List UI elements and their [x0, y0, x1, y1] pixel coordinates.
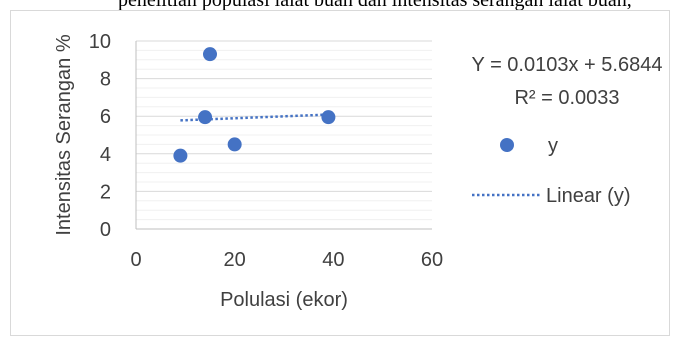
trendline-equation: Y = 0.0103x + 5.6844	[472, 54, 663, 76]
legend: y Linear (y)	[472, 135, 630, 207]
x-tick-label: 20	[224, 249, 246, 271]
axes	[135, 41, 432, 230]
tick-labels: 0 2 4 6 8 10 0 20 40 60	[89, 31, 443, 271]
data-point	[227, 137, 242, 152]
y-tick-label: 2	[100, 181, 111, 203]
y-tick-label: 8	[100, 69, 111, 91]
data-point	[173, 148, 188, 163]
x-axis-label: Polulasi (ekor)	[220, 289, 348, 311]
x-tick-label: 0	[130, 249, 141, 271]
x-tick-label: 60	[421, 249, 443, 271]
chart-frame	[10, 10, 670, 336]
y-tick-label: 10	[89, 31, 111, 53]
y-tick-label: 4	[100, 144, 111, 166]
x-tick-label: 40	[322, 249, 344, 271]
data-point	[198, 110, 213, 125]
y-tick-label: 6	[100, 106, 111, 128]
page-text-fragment: penelitian populasi lalat buah dan inten…	[118, 0, 632, 11]
y-tick-label: 0	[100, 219, 111, 241]
data-point	[203, 47, 217, 62]
r-squared-label: R² = 0.0033	[514, 87, 619, 109]
y-axis-label: Intensitas Serangan %	[53, 34, 75, 235]
data-point	[321, 110, 336, 125]
data-points	[173, 47, 336, 163]
legend-series-marker	[500, 138, 514, 152]
gridlines	[136, 40, 432, 230]
legend-series-label: y	[548, 135, 558, 157]
legend-trendline-label: Linear (y)	[546, 185, 630, 207]
